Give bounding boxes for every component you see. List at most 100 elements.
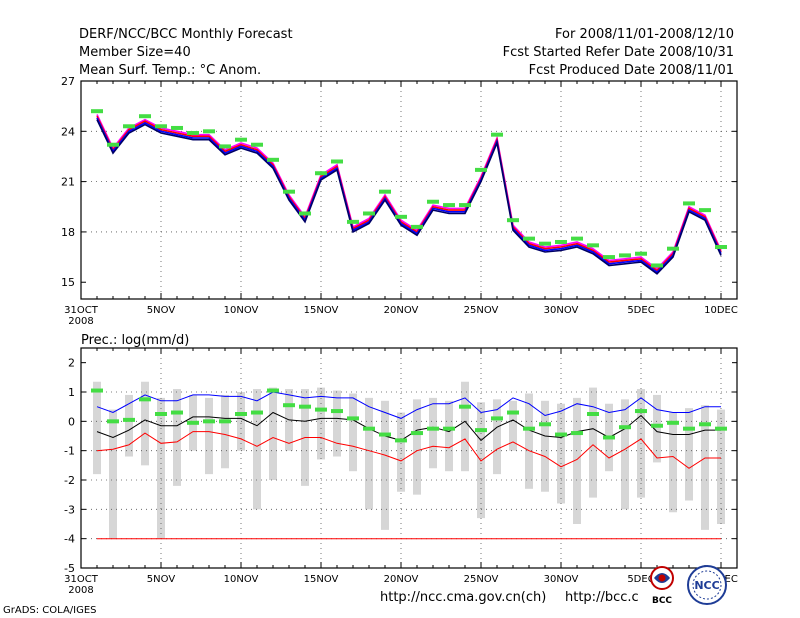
temp-series-member-2 [96, 115, 722, 272]
prec-obs-marker [315, 407, 327, 412]
member-size-label: Member Size=40 [79, 45, 191, 60]
temp-obs-marker [699, 208, 711, 213]
temp-obs-marker [139, 114, 151, 119]
prec-range-bar [717, 409, 725, 524]
prec-range-bar [269, 387, 277, 480]
prec-x-tick-label: 5NOV [147, 574, 176, 585]
temp-obs-marker [379, 189, 391, 194]
prec-obs-marker [251, 410, 263, 415]
temp-obs-marker [363, 211, 375, 216]
prec-obs-marker [155, 412, 167, 416]
temp-obs-marker [443, 203, 455, 208]
prec-obs-marker [443, 426, 455, 431]
temp-obs-marker [555, 239, 567, 244]
prec-obs-marker [411, 431, 423, 436]
prec-range-bar [253, 389, 261, 510]
produced-date-label: Fcst Produced Date 2008/11/01 [528, 63, 734, 78]
prec-range-bar [621, 399, 629, 510]
forecast-period: For 2008/11/01-2008/12/10 [555, 27, 734, 42]
prec-range-bar [493, 399, 501, 475]
temp-obs-marker [283, 189, 295, 194]
chart-title: DERF/NCC/BCC Monthly Forecast [79, 27, 293, 42]
prec-obs-marker [475, 428, 487, 433]
prec-range-bar [525, 393, 533, 489]
prec-range-bar [365, 397, 373, 510]
temp-x-tick-label: 25NOV [464, 305, 499, 316]
temp-obs-marker [491, 132, 503, 137]
prec-plot-frame [80, 347, 738, 569]
prec-range-bar [397, 412, 405, 492]
temp-series-member-3 [96, 117, 722, 274]
prec-obs-marker [571, 431, 583, 436]
prec-obs-marker [187, 420, 199, 425]
prec-x-tick-label: 20NOV [384, 574, 419, 585]
temp-obs-marker [619, 253, 631, 258]
temp-obs-marker [171, 125, 183, 130]
temp-obs-marker [91, 109, 103, 114]
prec-obs-marker [459, 404, 471, 409]
prec-obs-marker [491, 416, 503, 421]
prec-obs-marker [539, 422, 551, 427]
temp-y-tick-label: 21 [61, 176, 75, 189]
footer-url-en[interactable]: http://bcc.c [565, 590, 639, 605]
prec-y-tick-label: -4 [64, 533, 75, 546]
temp-obs-marker [331, 159, 343, 164]
prec-range-bar [509, 400, 517, 451]
temp-obs-marker [459, 203, 471, 208]
prec-range-bar [333, 390, 341, 457]
prec-obs-marker [299, 404, 311, 409]
temp-obs-marker [587, 243, 599, 248]
prec-x-tick-label: 31OCT [64, 574, 99, 585]
prec-obs-marker [555, 432, 567, 437]
prec-y-tick-label: 2 [68, 357, 75, 370]
prec-obs-marker [235, 412, 247, 416]
temp-x-sublabel: 2008 [68, 316, 93, 327]
temp-obs-marker [155, 124, 167, 129]
temp-y-tick-label: 18 [61, 226, 75, 239]
grads-credit: GrADS: COLA/IGES [3, 605, 97, 616]
prec-series-upper [96, 391, 721, 419]
prec-x-tick-label: 30NOV [544, 574, 579, 585]
temp-obs-marker [507, 218, 519, 223]
temp-obs-marker [603, 255, 615, 260]
prec-range-bar [701, 405, 709, 530]
temp-obs-marker [299, 211, 311, 216]
prec-range-bar [573, 397, 581, 524]
prec-obs-marker [171, 410, 183, 415]
prec-obs-marker [379, 432, 391, 437]
prec-y-tick-label: 1 [68, 386, 75, 399]
prec-x-tick-label: 15NOV [304, 574, 339, 585]
temp-obs-marker [315, 171, 327, 176]
prec-range-bar [205, 397, 213, 475]
temp-obs-marker [395, 214, 407, 219]
temp-obs-marker [667, 246, 679, 251]
temp-x-tick-label: 5NOV [147, 305, 176, 316]
prec-obs-marker [651, 423, 663, 428]
prec-x-tick-label: 10NOV [224, 574, 259, 585]
prec-range-bar [349, 393, 357, 472]
prec-obs-marker [395, 438, 407, 443]
temp-obs-marker [347, 219, 359, 224]
footer-url-ch[interactable]: http://ncc.cma.gov.cn(ch) [380, 590, 547, 605]
temp-series-member-1 [96, 114, 722, 270]
prec-obs-marker [507, 410, 519, 415]
temp-x-tick-label: 31OCT [64, 305, 99, 316]
temp-x-tick-label: 10DEC [704, 305, 738, 316]
prec-obs-marker [699, 422, 711, 427]
prec-obs-marker [123, 417, 135, 422]
prec-range-bar [445, 400, 453, 472]
temp-y-tick-label: 27 [61, 75, 75, 88]
prec-range-bar [173, 389, 181, 486]
temp-obs-marker [683, 201, 695, 206]
prec-range-bar [653, 394, 661, 463]
temp-obs-marker [203, 129, 215, 134]
temp-obs-marker [123, 124, 135, 129]
temp-obs-marker [187, 130, 199, 135]
temp-obs-marker [523, 236, 535, 241]
prec-range-bar [685, 408, 693, 501]
prec-series-median [96, 411, 721, 442]
temp-obs-marker [635, 251, 647, 256]
prec-x-sublabel: 2008 [68, 585, 93, 596]
prec-obs-marker [683, 426, 695, 431]
temp-x-tick-label: 30NOV [544, 305, 579, 316]
